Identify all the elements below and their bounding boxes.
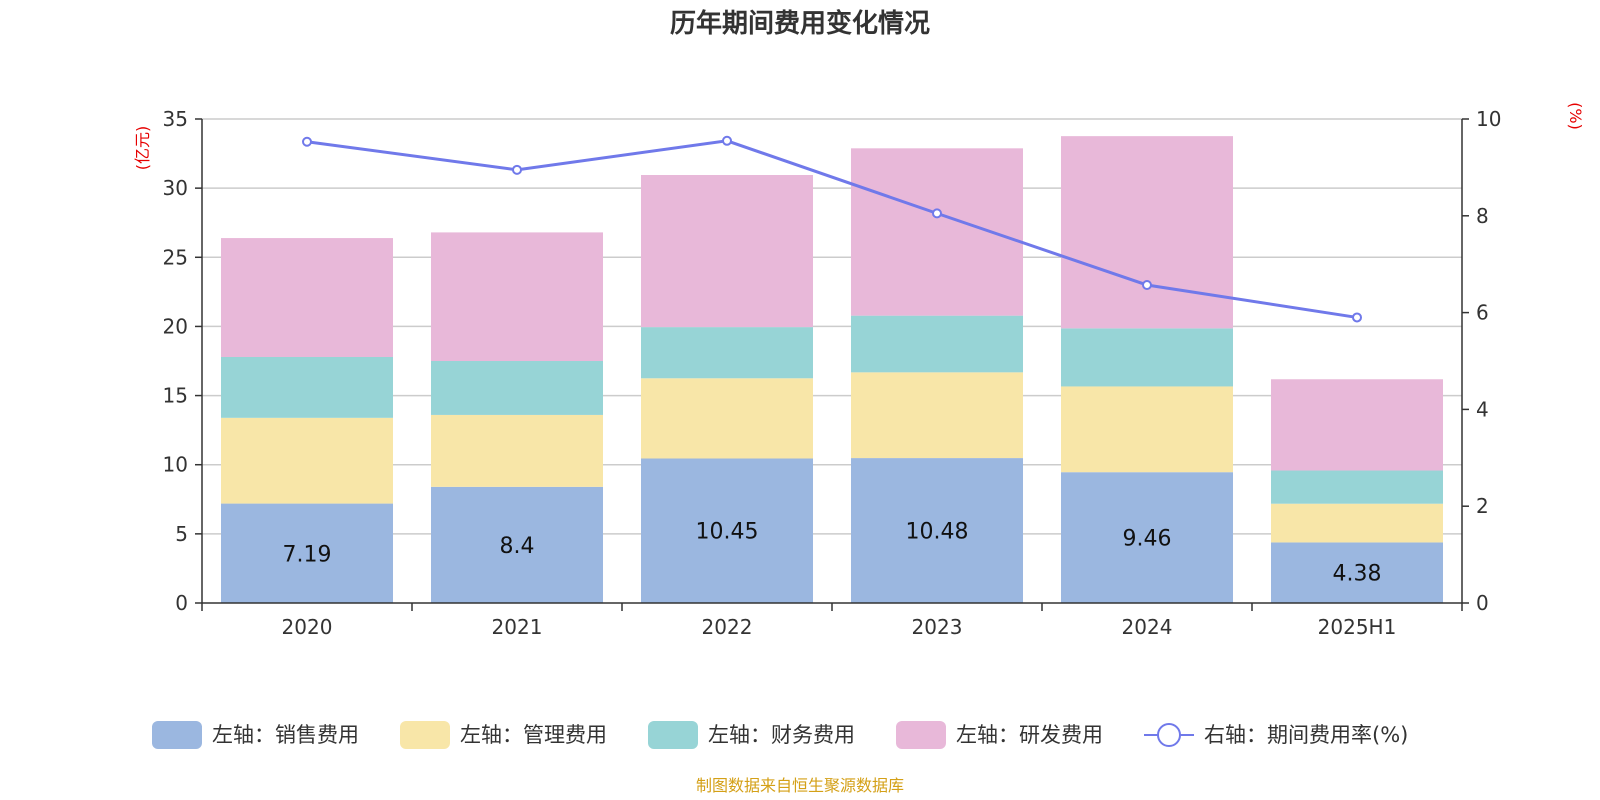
bar-segment[interactable] (851, 315, 1023, 373)
x-axis-tick-label: 2021 (492, 615, 543, 639)
bar-segment[interactable] (431, 232, 603, 361)
left-axis-tick-label: 0 (175, 591, 188, 615)
data-label: 9.46 (1123, 527, 1172, 552)
bar-segment[interactable] (1271, 503, 1443, 543)
legend-item[interactable]: 左轴：销售费用 (152, 721, 359, 749)
legend[interactable]: 左轴：销售费用 左轴：管理费用 左轴：财务费用 左轴：研发费用 右轴：期间费用率(%) (152, 721, 1408, 749)
line-series-group (302, 135, 1362, 323)
bar-segment[interactable] (221, 417, 393, 504)
chart-title: 历年期间费用变化情况 (670, 8, 930, 39)
left-axis-tick-label: 35 (163, 107, 188, 131)
left-axis-tick-label: 10 (163, 453, 188, 477)
source-note: 制图数据来自恒生聚源数据库 (696, 776, 904, 795)
bar-segment[interactable] (851, 458, 1023, 603)
rate-point[interactable] (512, 164, 522, 175)
bar-segment[interactable] (1271, 470, 1443, 504)
legend-marker (1157, 723, 1181, 747)
bar-segment[interactable] (1061, 472, 1233, 603)
bar-segment[interactable] (641, 458, 813, 603)
left-axis-tick-label: 15 (163, 384, 188, 408)
right-axis-tick-label: 6 (1476, 301, 1489, 325)
rate-point[interactable] (1352, 312, 1362, 323)
bar-segment[interactable] (221, 238, 393, 357)
bar-segment[interactable] (641, 327, 813, 379)
bar-segment[interactable] (221, 356, 393, 418)
data-label: 10.48 (906, 520, 969, 545)
legend-item[interactable]: 右轴：期间费用率(%) (1144, 723, 1408, 747)
bar-segment[interactable] (431, 414, 603, 487)
legend-item[interactable]: 左轴：研发费用 (896, 721, 1103, 749)
legend-label: 左轴：财务费用 (708, 723, 855, 747)
right-axis-tick-label: 4 (1476, 397, 1489, 421)
x-axis-tick-label: 2022 (702, 615, 753, 639)
right-axis-tick-label: 0 (1476, 591, 1489, 615)
data-label: 8.4 (500, 534, 535, 559)
rate-point[interactable] (1142, 280, 1152, 291)
legend-item[interactable]: 左轴：财务费用 (648, 721, 855, 749)
legend-swatch (648, 721, 698, 749)
left-axis-tick-label: 5 (175, 522, 188, 546)
legend-swatch (400, 721, 450, 749)
legend-swatch (896, 721, 946, 749)
rate-point[interactable] (722, 135, 732, 146)
right-axis-unit: (%) (1566, 102, 1585, 130)
left-axis-tick-label: 25 (163, 245, 188, 269)
left-axis-tick-label: 20 (163, 314, 188, 338)
left-axis-unit: (亿元) (133, 126, 152, 171)
bar-series-group (221, 136, 1443, 603)
legend-label: 左轴：研发费用 (956, 723, 1103, 747)
right-axis-tick-label: 10 (1476, 107, 1501, 131)
bar-segment[interactable] (641, 378, 813, 459)
bar-segment[interactable] (641, 175, 813, 328)
bar-segment[interactable] (851, 372, 1023, 459)
axes: 0 5 10 15 20 25 30 35 0 2 4 6 8 10 2020 2021 2022 2023 202… (163, 107, 1502, 639)
grid-lines (202, 118, 1462, 535)
bar-segment[interactable] (1271, 379, 1443, 471)
bar-segment[interactable] (1061, 136, 1233, 329)
x-axis-tick-label: 2025H1 (1318, 615, 1397, 639)
x-axis-tick-label: 2020 (282, 615, 333, 639)
right-axis-tick-label: 8 (1476, 204, 1489, 228)
left-axis-tick-label: 30 (163, 176, 188, 200)
rate-line (306, 139, 1358, 319)
right-axis-tick-label: 2 (1476, 494, 1489, 518)
data-labels: 7.19 8.4 10.45 10.48 9.46 4.38 (283, 520, 1382, 587)
bar-segment[interactable] (1271, 542, 1443, 603)
bar-segment[interactable] (1061, 328, 1233, 387)
rate-point[interactable] (932, 208, 942, 219)
legend-label: 左轴：管理费用 (460, 723, 607, 747)
data-label: 10.45 (696, 520, 759, 545)
data-label: 4.38 (1333, 562, 1382, 587)
x-axis-tick-label: 2024 (1122, 615, 1173, 639)
bar-segment[interactable] (431, 361, 603, 415)
x-axis-tick-label: 2023 (912, 615, 963, 639)
bar-segment[interactable] (431, 486, 603, 603)
bar-segment[interactable] (851, 148, 1023, 316)
data-label: 7.19 (283, 542, 332, 567)
legend-swatch (152, 721, 202, 749)
legend-label: 左轴：销售费用 (212, 723, 359, 747)
rate-point[interactable] (302, 136, 312, 147)
legend-label: 右轴：期间费用率(%) (1204, 723, 1408, 747)
bar-segment[interactable] (1061, 386, 1233, 473)
bar-segment[interactable] (221, 503, 393, 603)
legend-item[interactable]: 左轴：管理费用 (400, 721, 607, 749)
